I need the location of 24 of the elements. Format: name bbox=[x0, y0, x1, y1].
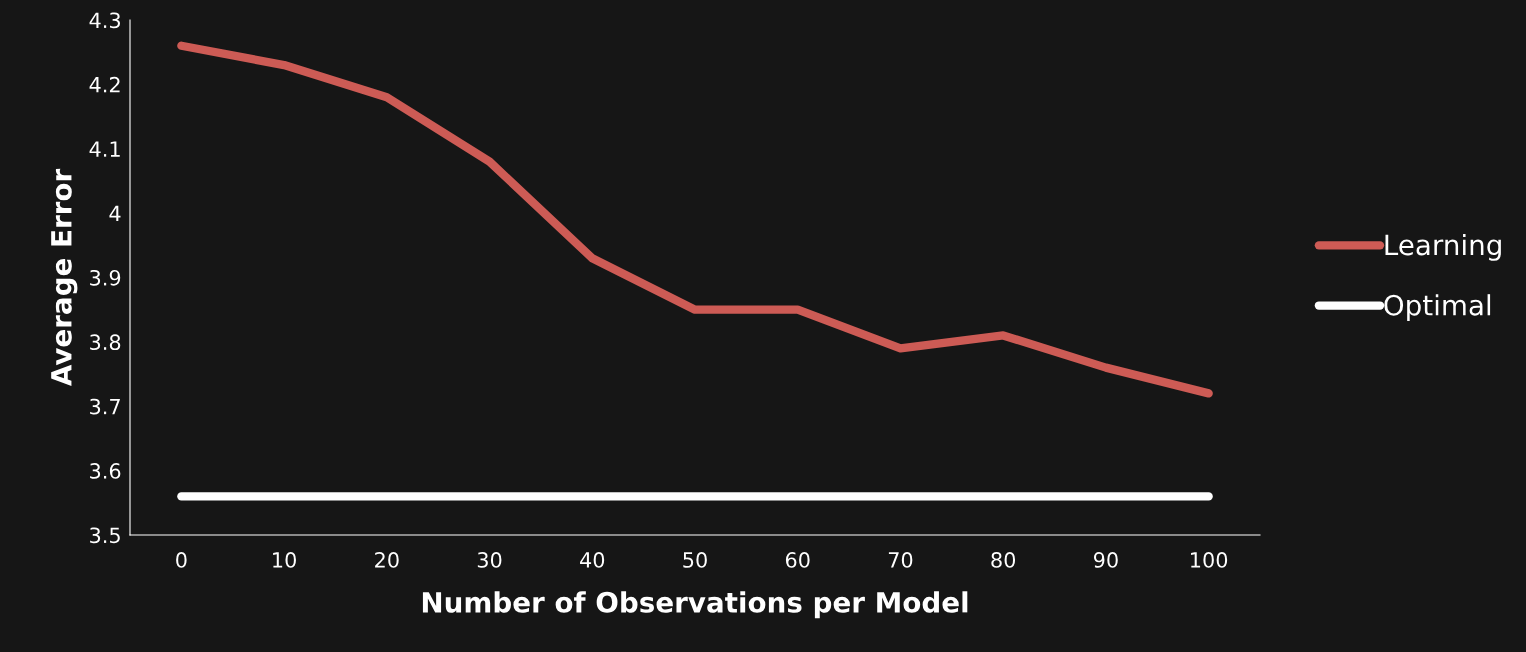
y-tick-label: 4.3 bbox=[89, 12, 120, 29]
y-axis-title: Average Error bbox=[51, 168, 78, 387]
x-tick-label: 20 bbox=[375, 552, 399, 568]
x-tick-label: 80 bbox=[991, 552, 1016, 568]
legend-label: Learning bbox=[1385, 233, 1501, 261]
x-axis-title: Number of Observations per Model bbox=[422, 591, 968, 619]
y-tick-label: 3.7 bbox=[90, 398, 120, 415]
y-tick-label: 3.9 bbox=[90, 269, 121, 286]
x-tick-label: 100 bbox=[1191, 552, 1228, 568]
x-tick-label: 40 bbox=[580, 552, 605, 568]
x-tick-label: 0 bbox=[176, 552, 187, 568]
x-tick-label: 90 bbox=[1093, 552, 1118, 568]
y-tick-label: 3.8 bbox=[90, 334, 121, 351]
y-tick-label: 4.2 bbox=[89, 76, 120, 93]
x-tick-label: 30 bbox=[477, 552, 502, 568]
x-tick-label: 10 bbox=[273, 552, 296, 568]
x-tick-label: 60 bbox=[785, 552, 810, 568]
y-tick-label: 3.6 bbox=[90, 463, 121, 479]
y-tick-label: 4.1 bbox=[89, 141, 120, 157]
x-tick-label: 70 bbox=[888, 552, 913, 568]
legend-label: Optimal bbox=[1384, 294, 1491, 322]
y-tick-label: 4 bbox=[109, 205, 121, 222]
x-tick-label: 50 bbox=[683, 552, 707, 568]
y-tick-label: 3.5 bbox=[90, 527, 120, 544]
